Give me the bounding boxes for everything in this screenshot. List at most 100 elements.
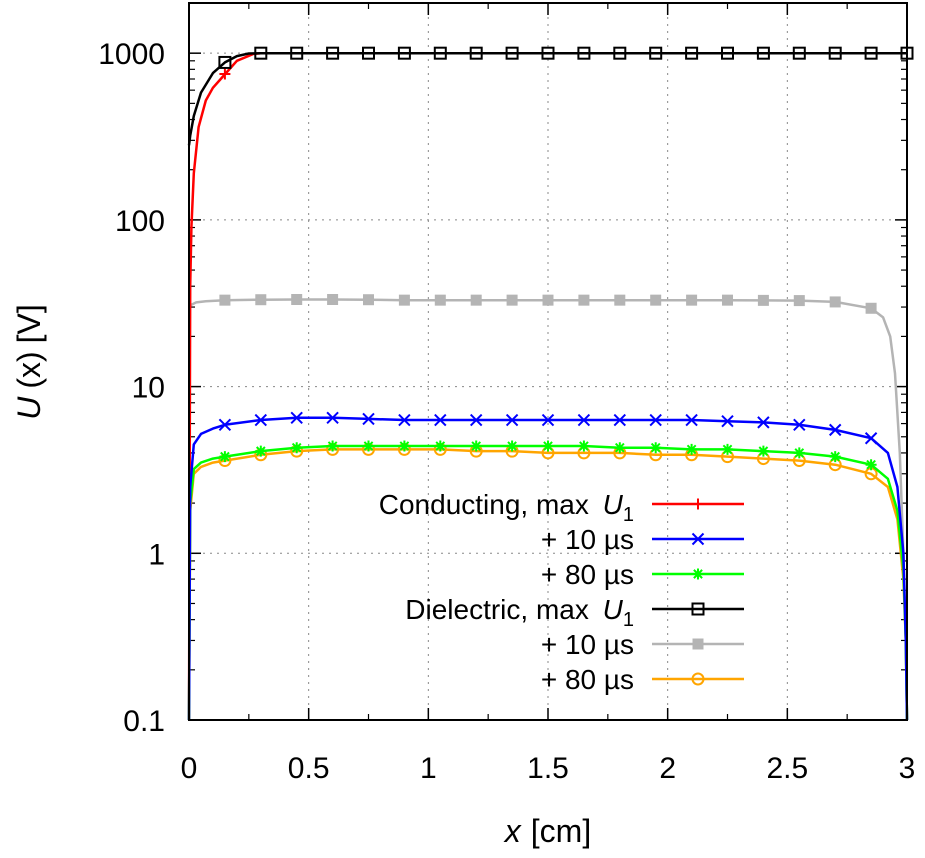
- tick-labels: 0 0.5 1 1.5 2 2.5 3 0.1 1 10 100 1000: [98, 38, 915, 785]
- y-axis-label: U (x) [V]: [11, 304, 47, 420]
- plot-frame: [188, 2, 908, 721]
- x-axis-unit: [cm]: [531, 813, 591, 849]
- star-marker: [506, 440, 518, 452]
- cross-marker: [398, 413, 411, 427]
- x-tick-label: 1: [420, 752, 437, 785]
- x-tick-label: 0.5: [288, 752, 330, 785]
- cross-marker: [721, 414, 734, 428]
- y-tick-label: 1: [148, 538, 165, 571]
- filled-square-marker: [614, 294, 626, 306]
- star-marker: [398, 440, 410, 452]
- y-axis-argument: (x): [11, 351, 47, 388]
- legend: Conducting, max U1+ 10 µs+ 80 µsDielectr…: [379, 489, 744, 695]
- plus-marker: [219, 68, 231, 80]
- legend-label: + 10 µs: [541, 524, 634, 555]
- filled-square-marker: [255, 294, 267, 306]
- star-marker: [722, 443, 733, 455]
- star-marker: [578, 440, 590, 452]
- square-marker: [792, 46, 806, 60]
- filled-square-marker: [829, 296, 841, 308]
- star-marker: [793, 447, 805, 459]
- cross-marker: [362, 412, 375, 426]
- legend-label: Dielectric, max U1: [405, 594, 634, 631]
- cross-marker: [434, 413, 447, 427]
- x-tick-label: 2.5: [766, 752, 808, 785]
- filled-square-marker: [327, 293, 339, 305]
- star-marker: [692, 568, 704, 580]
- y-axis-unit: [V]: [11, 304, 47, 343]
- series-line: [187, 51, 907, 146]
- legend-label-text: + 80 µs: [541, 664, 634, 695]
- cross-marker: [218, 418, 232, 431]
- square-marker: [721, 46, 734, 60]
- legend-label-variable: U: [603, 489, 624, 520]
- square-marker: [756, 46, 770, 60]
- square-marker: [326, 46, 340, 60]
- filled-square-marker: [506, 294, 518, 306]
- square-marker: [577, 46, 591, 60]
- circle-marker: [691, 672, 705, 686]
- cross-marker: [685, 413, 698, 427]
- legend-entry: + 10 µs: [541, 629, 744, 660]
- legend-entry: + 80 µs: [541, 664, 744, 695]
- star-marker: [829, 451, 841, 463]
- series-2: [187, 440, 909, 721]
- cross-marker: [290, 411, 303, 424]
- square-marker: [290, 46, 304, 60]
- y-axis-variable: U: [11, 396, 47, 420]
- y-tick-label: 0.1: [123, 705, 165, 738]
- legend-label-text: + 10 µs: [541, 629, 634, 660]
- x-tick-label: 1.5: [527, 752, 569, 785]
- legend-label-subscript: 1: [623, 609, 634, 631]
- legend-label-text: + 10 µs: [541, 524, 634, 555]
- square-marker: [505, 46, 519, 60]
- filled-square-marker: [865, 302, 877, 314]
- star-marker: [757, 445, 769, 457]
- legend-label: + 80 µs: [541, 664, 634, 695]
- legend-entry: Conducting, max U1: [379, 489, 744, 526]
- plus-marker: [692, 498, 704, 510]
- series-line: [187, 448, 909, 721]
- star-marker: [614, 442, 626, 454]
- x-tick-label: 0: [181, 752, 198, 785]
- cross-marker: [326, 411, 339, 424]
- square-marker: [541, 46, 555, 60]
- star-marker: [470, 440, 482, 452]
- series-line: [188, 298, 909, 721]
- x-tick-label: 2: [659, 752, 676, 785]
- cross-marker: [505, 413, 519, 427]
- star-marker: [291, 442, 303, 454]
- legend-label-variable: U: [603, 594, 624, 625]
- star-marker: [686, 443, 698, 455]
- y-tick-label: 100: [115, 205, 165, 238]
- legend-entry: Dielectric, max U1: [405, 594, 744, 631]
- legend-entry: + 10 µs: [541, 524, 744, 555]
- filled-square-marker: [692, 638, 704, 650]
- star-marker: [434, 440, 446, 452]
- series-4: [188, 293, 909, 721]
- square-marker: [649, 46, 663, 60]
- square-marker: [828, 46, 842, 60]
- x-axis-label: x [cm]: [503, 813, 591, 849]
- filled-square-marker: [542, 294, 554, 306]
- legend-label-text: Dielectric, max: [405, 594, 596, 625]
- square-marker: [613, 46, 627, 60]
- x-tick-label: 3: [899, 752, 916, 785]
- square-marker: [691, 602, 705, 616]
- star-marker: [865, 459, 877, 471]
- square-marker: [218, 55, 232, 69]
- cross-marker: [613, 413, 627, 427]
- cross-marker: [793, 418, 806, 431]
- square-marker: [433, 46, 447, 60]
- square-marker: [397, 46, 411, 60]
- filled-square-marker: [398, 294, 410, 306]
- cross-marker: [691, 532, 705, 546]
- cross-marker: [864, 432, 878, 445]
- series-1: [187, 411, 909, 721]
- filled-square-marker: [578, 294, 590, 306]
- legend-label-text: Conducting, max: [379, 489, 597, 520]
- cross-marker: [469, 413, 483, 427]
- legend-label-text: + 80 µs: [541, 559, 634, 590]
